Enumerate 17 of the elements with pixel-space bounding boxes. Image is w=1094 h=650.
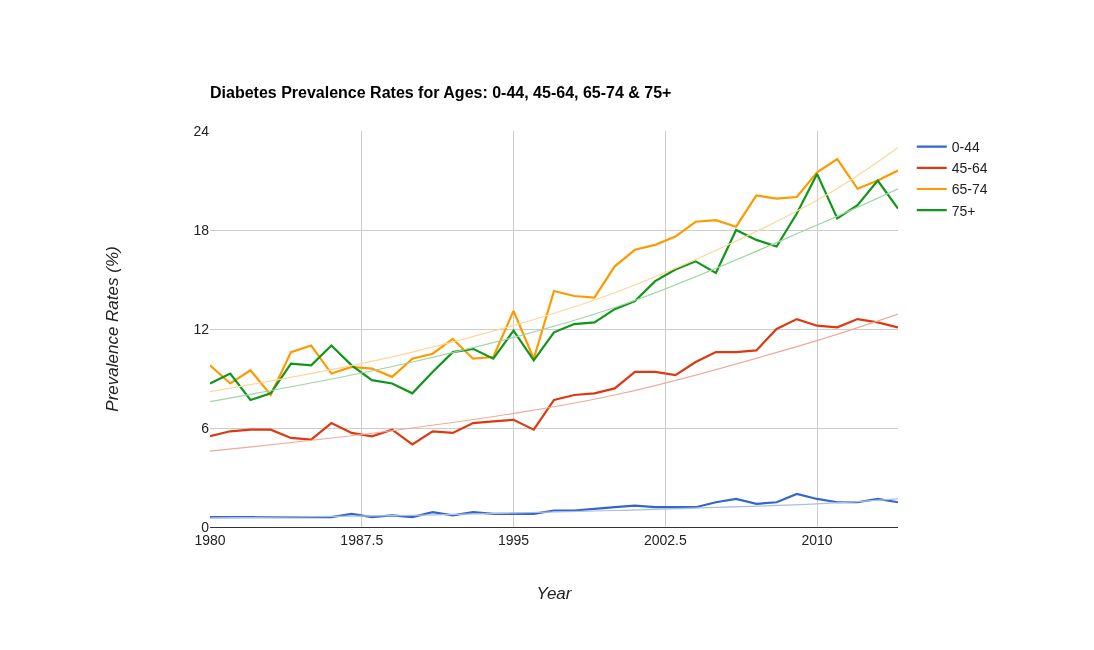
y-tick-label: 12 — [193, 320, 210, 337]
chart-title: Diabetes Prevalence Rates for Ages: 0-44, 45-64, 65-74 & 75+ — [210, 83, 672, 101]
x-tick-label: 1987.5 — [340, 531, 384, 548]
y-tick-label: 24 — [193, 122, 210, 139]
x-tick-label: 2002.5 — [643, 531, 687, 548]
legend-label: 75+ — [951, 202, 976, 219]
x-axis-title: Year — [536, 584, 573, 604]
y-tick-label: 6 — [201, 419, 210, 436]
y-tick-label: 18 — [193, 221, 210, 238]
y-axis-title: Prevalence Rates (%) — [102, 246, 122, 412]
x-tick-label: 2010 — [801, 531, 833, 548]
legend-label: 65-74 — [951, 181, 988, 198]
legend-label: 45-64 — [951, 160, 988, 177]
line-series — [210, 492, 898, 519]
line-series — [210, 498, 898, 519]
x-tick-label: 1995 — [497, 531, 530, 548]
legend-label: 0-44 — [951, 139, 980, 156]
